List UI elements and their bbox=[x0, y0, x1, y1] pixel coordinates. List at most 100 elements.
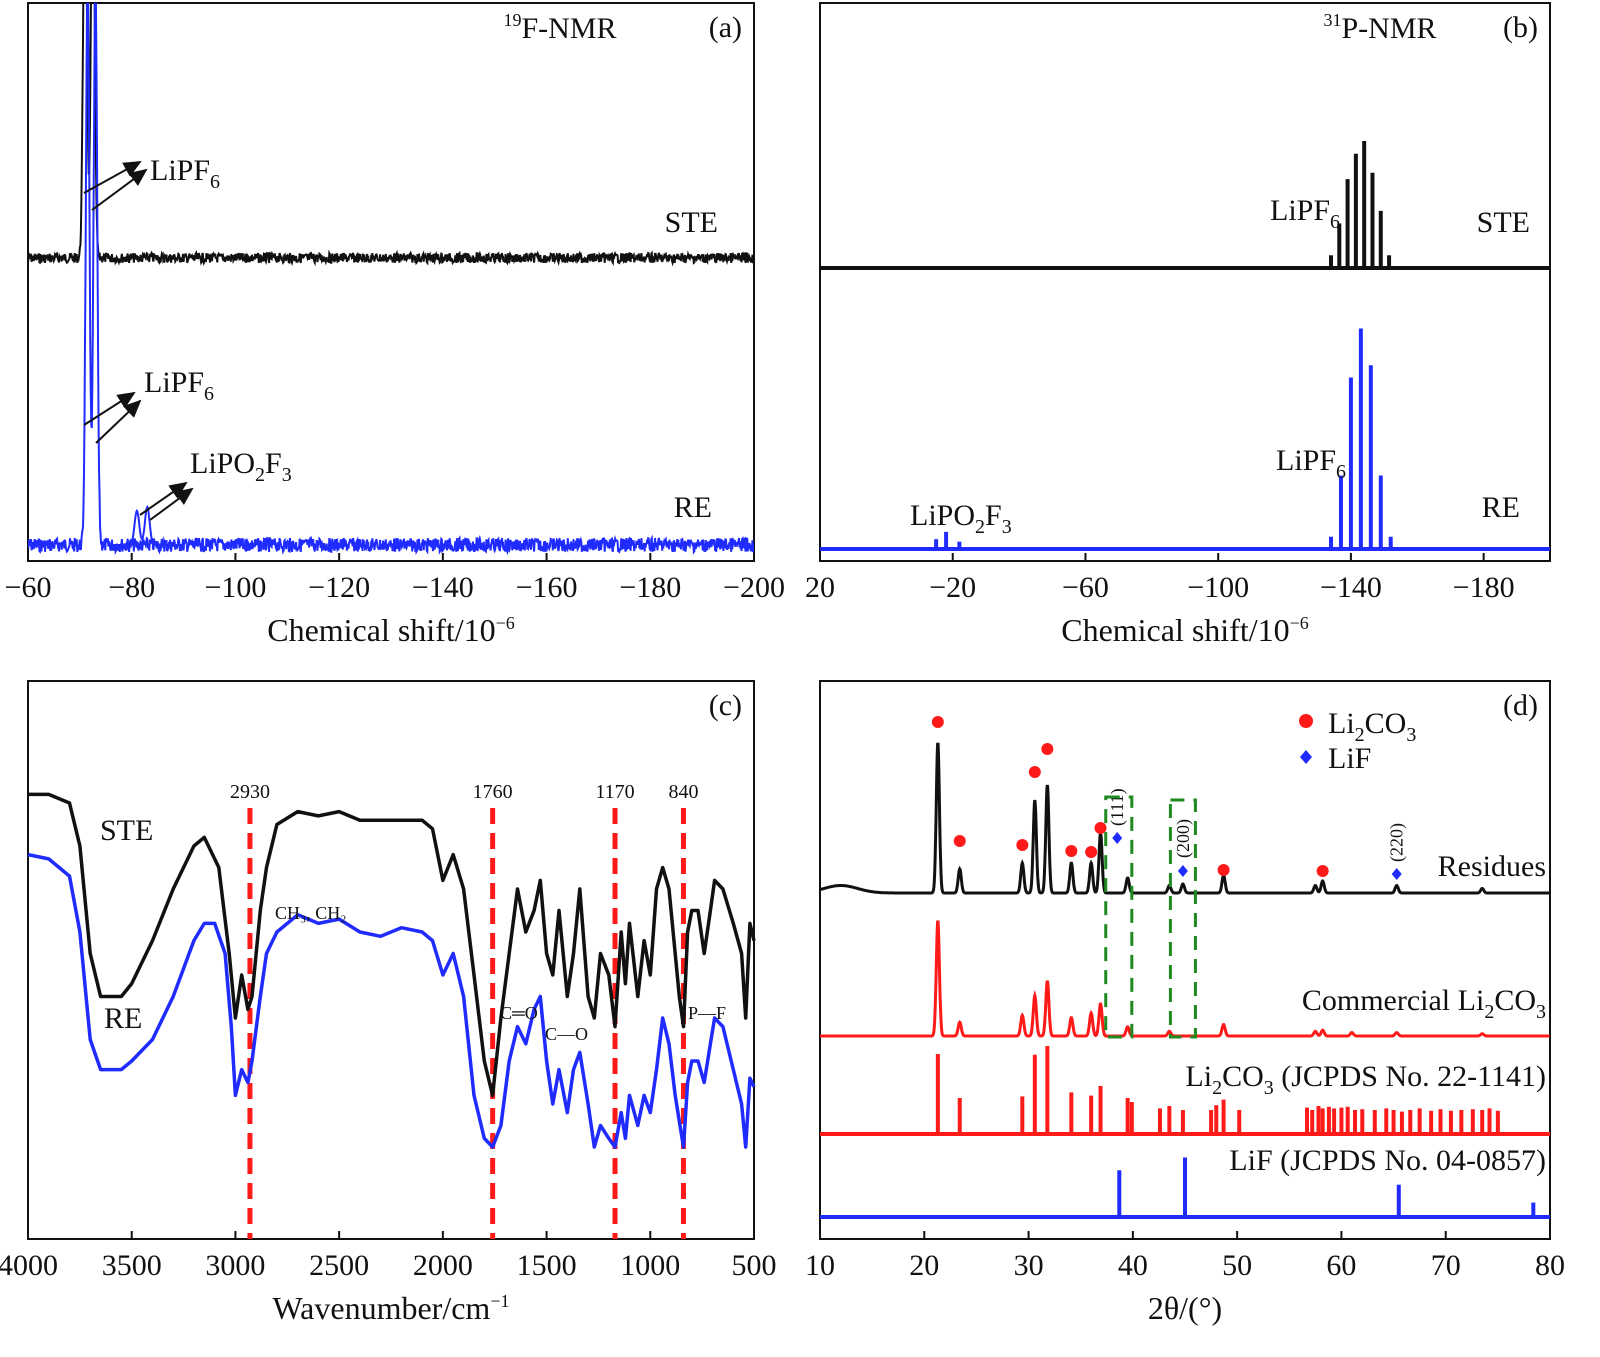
x-axis-c: 4000 3500 3000 2500 2000 1500 1000 500 bbox=[0, 1231, 777, 1282]
annotation-arrow bbox=[95, 399, 142, 444]
x-tick-label: 40 bbox=[1118, 1249, 1148, 1282]
x-axis-label: Wavenumber/cm−1 bbox=[273, 1290, 510, 1326]
series-label-ste: STE bbox=[665, 206, 718, 239]
panel-tag: (c) bbox=[709, 689, 742, 722]
panel-c-frame bbox=[27, 680, 755, 1240]
annotation-arrow bbox=[83, 161, 142, 194]
panel-tag: (d) bbox=[1503, 689, 1538, 722]
legend-label-li2co3: Li2CO3 bbox=[1328, 707, 1416, 746]
x-tick-label: 2500 bbox=[309, 1249, 369, 1282]
panel-title: 31P-NMR bbox=[1323, 10, 1436, 45]
panel-c-plot bbox=[27, 792, 756, 1239]
reference-line-label: 1170 bbox=[595, 781, 634, 803]
panel-d-frame bbox=[819, 680, 1551, 1240]
x-tick-label: 500 bbox=[732, 1249, 777, 1282]
x-axis-label: Chemical shift/10−6 bbox=[267, 612, 515, 648]
series-label-re: RE bbox=[104, 1002, 142, 1035]
panel-b-plot bbox=[820, 141, 1550, 551]
x-axis-a: −60 −80 −100 −120 −140 −160 −180 −200 bbox=[5, 553, 785, 604]
li2co3-marker bbox=[1016, 839, 1029, 851]
series-residues-line bbox=[820, 742, 1550, 895]
annotation-arrow bbox=[149, 487, 194, 521]
lif-marker bbox=[1177, 865, 1188, 877]
series-ste-line bbox=[28, 3, 754, 267]
series-re-line bbox=[28, 3, 754, 556]
x-tick-label: 3000 bbox=[205, 1249, 265, 1282]
x-tick-label: 3500 bbox=[102, 1249, 162, 1282]
x-tick-label: 1000 bbox=[620, 1249, 680, 1282]
series-re-minor-peaks bbox=[111, 504, 184, 546]
legend-marker-lif bbox=[1300, 750, 1312, 764]
x-tick-label: 10 bbox=[805, 1249, 835, 1282]
series-re-line bbox=[27, 852, 756, 1149]
panel-tag: (a) bbox=[709, 11, 742, 44]
annotation-lipf6-re: LiPF6 bbox=[144, 366, 214, 405]
panel-a-frame bbox=[27, 2, 755, 562]
li2co3-marker bbox=[931, 716, 944, 728]
li2co3-marker bbox=[1065, 845, 1078, 857]
x-tick-label: −120 bbox=[308, 571, 370, 604]
annotation-lipf6-re: LiPF6 bbox=[1276, 444, 1346, 483]
panel-d-plot bbox=[820, 742, 1550, 1219]
x-tick-label: −140 bbox=[412, 571, 474, 604]
panel-b-frame bbox=[819, 2, 1551, 562]
series-label-residues: Residues bbox=[1438, 850, 1546, 883]
series-label-re: RE bbox=[674, 491, 712, 524]
bond-label: CH₃, CH₂ bbox=[275, 903, 347, 923]
panel-title: 19F-NMR bbox=[503, 10, 616, 45]
lif-marker bbox=[1112, 832, 1123, 844]
series-label-li2co3-ref: Li2CO3 (JCPDS No. 22-1141) bbox=[1185, 1060, 1546, 1099]
plane-label: (111) bbox=[1107, 788, 1128, 826]
highlight-box-111 bbox=[1104, 795, 1134, 1039]
annotation-lipf6-ste: LiPF6 bbox=[150, 154, 220, 193]
x-axis-label: 2θ/(°) bbox=[1148, 1290, 1222, 1326]
series-label-commercial: Commercial Li2CO3 bbox=[1302, 984, 1546, 1023]
x-tick-label: −100 bbox=[1187, 571, 1249, 604]
plane-label: (220) bbox=[1387, 823, 1408, 862]
x-tick-label: −160 bbox=[516, 571, 578, 604]
x-tick-label: −20 bbox=[929, 571, 976, 604]
x-tick-label: −180 bbox=[619, 571, 681, 604]
annotation-lipf6-ste: LiPF6 bbox=[1270, 194, 1340, 233]
x-tick-label: 60 bbox=[1326, 1249, 1356, 1282]
bond-label: C═O bbox=[500, 1003, 538, 1023]
x-tick-label: 30 bbox=[1014, 1249, 1044, 1282]
x-tick-label: 70 bbox=[1431, 1249, 1461, 1282]
x-tick-label: −80 bbox=[108, 571, 155, 604]
annotation-arrow bbox=[91, 168, 148, 211]
x-tick-label: −140 bbox=[1320, 571, 1382, 604]
x-axis-label: Chemical shift/10−6 bbox=[1061, 612, 1309, 648]
x-tick-label: 50 bbox=[1222, 1249, 1252, 1282]
x-tick-label: 20 bbox=[805, 571, 835, 604]
series-ste-line bbox=[28, 792, 756, 1098]
series-label-ste: STE bbox=[100, 814, 153, 847]
x-tick-label: −60 bbox=[5, 571, 52, 604]
highlight-box-200 bbox=[1168, 798, 1197, 1039]
legend-marker-li2co3 bbox=[1299, 714, 1313, 728]
reference-line-label: 2930 bbox=[230, 781, 270, 803]
x-tick-label: −60 bbox=[1062, 571, 1109, 604]
li2co3-marker bbox=[1316, 865, 1329, 877]
panel-tag: (b) bbox=[1503, 11, 1538, 44]
li2co3-marker bbox=[1041, 743, 1054, 755]
x-tick-label: 20 bbox=[909, 1249, 939, 1282]
x-tick-label: 80 bbox=[1535, 1249, 1565, 1282]
x-tick-label: −200 bbox=[723, 571, 785, 604]
series-commercial-line bbox=[820, 920, 1550, 1038]
li2co3-marker bbox=[1028, 766, 1041, 778]
bond-label: C—O bbox=[545, 1024, 588, 1044]
reference-line-label: 1760 bbox=[473, 781, 513, 803]
x-axis-d: 10 20 30 40 50 60 70 80 bbox=[805, 1231, 1565, 1282]
li2co3-marker bbox=[1217, 864, 1230, 876]
panel-a-plot bbox=[28, 3, 754, 556]
series-label-re: RE bbox=[1482, 491, 1520, 524]
legend-label-lif: LiF bbox=[1328, 742, 1371, 775]
li2co3-marker bbox=[1085, 846, 1098, 858]
lif-marker bbox=[1391, 868, 1402, 880]
series-label-lif-ref: LiF (JCPDS No. 04-0857) bbox=[1229, 1144, 1546, 1177]
annotation-lipo2f3-re: LiPO2F3 bbox=[910, 499, 1012, 538]
plane-label: (200) bbox=[1173, 819, 1194, 858]
bond-label: P—F bbox=[688, 1003, 726, 1023]
